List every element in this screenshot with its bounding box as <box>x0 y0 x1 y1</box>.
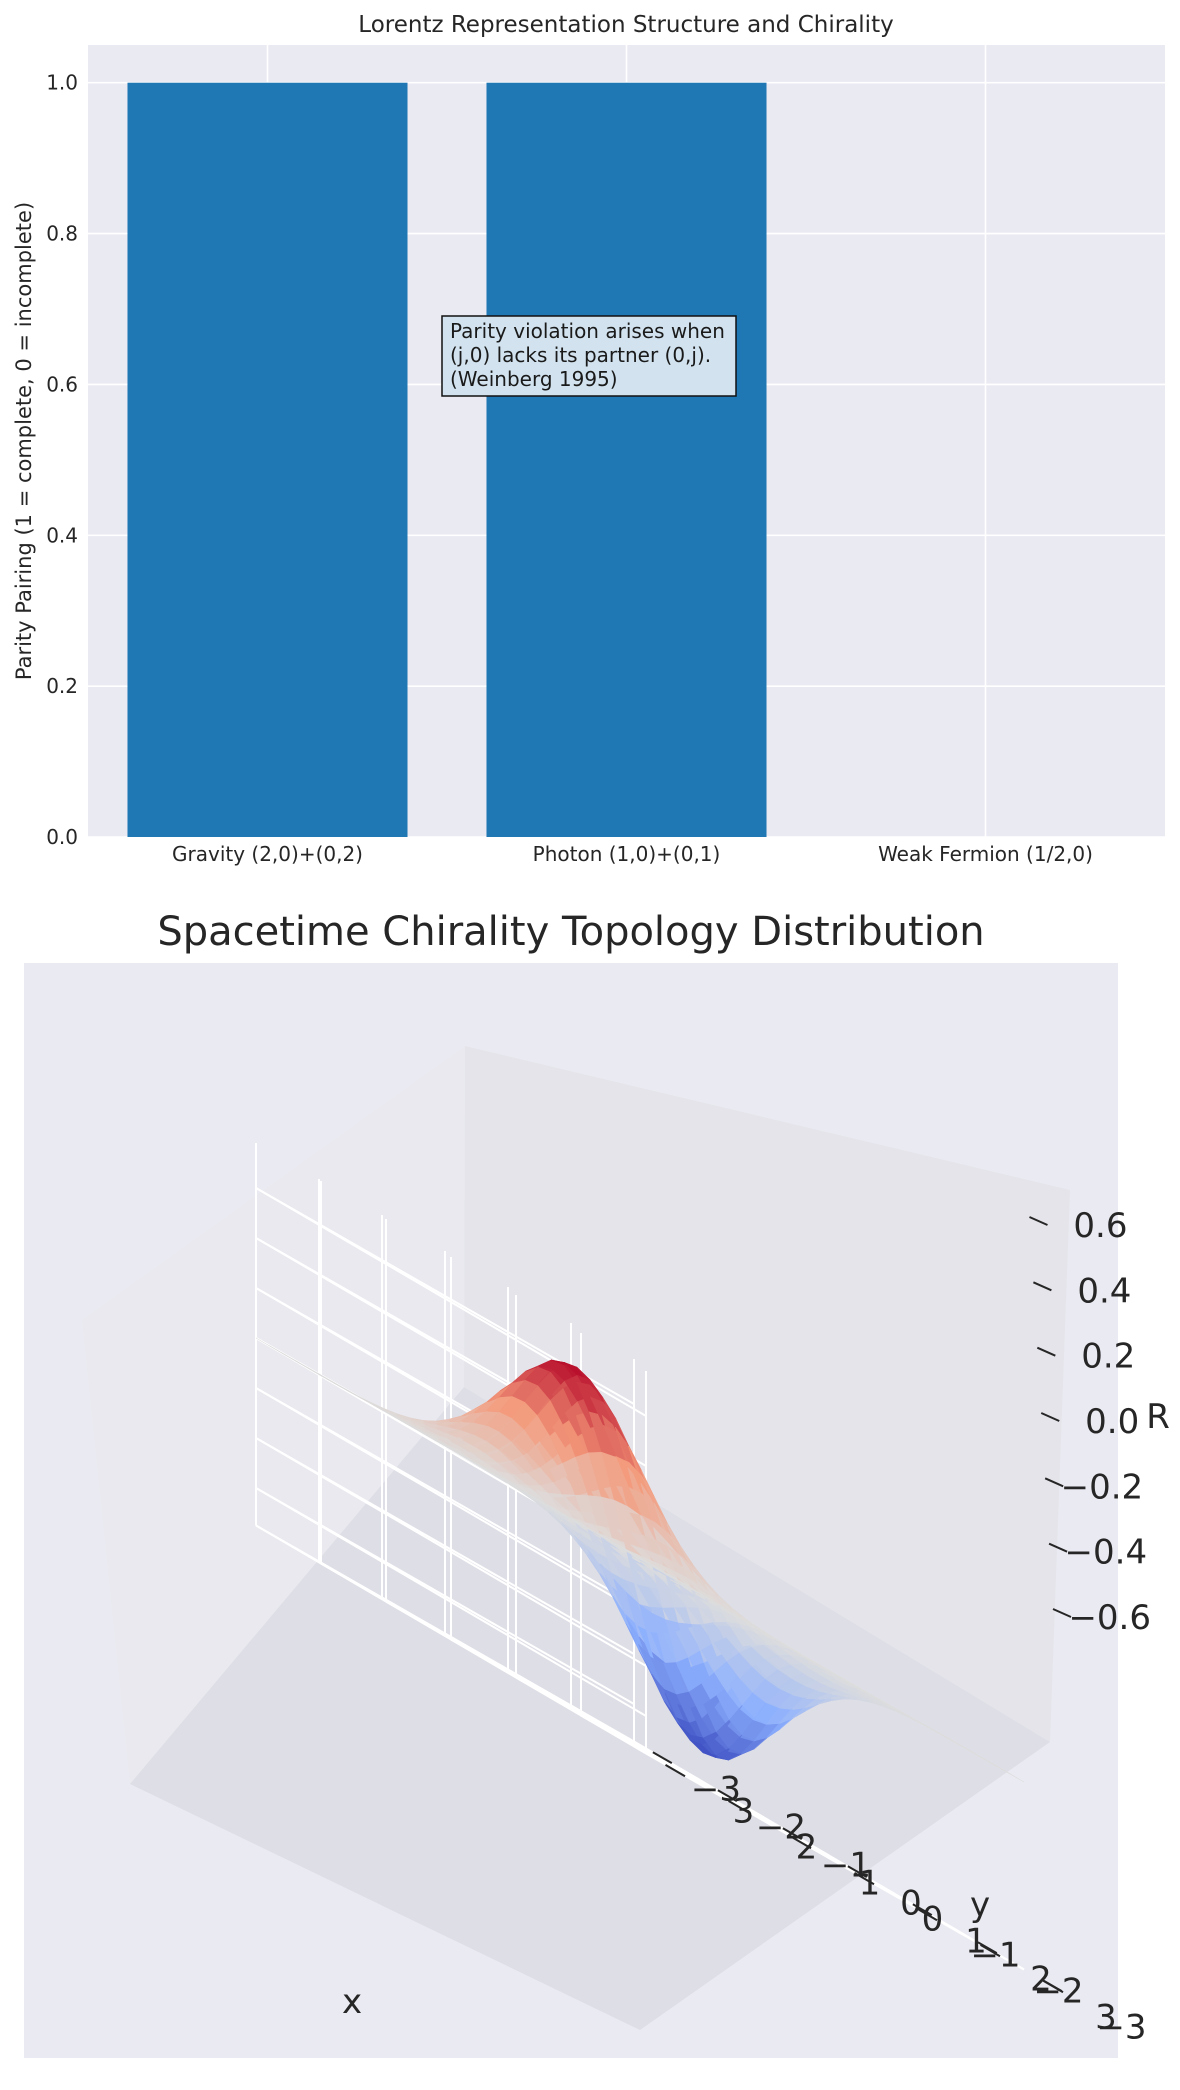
z-tick-mark <box>1040 1412 1060 1422</box>
surface-chart-title: Spacetime Chirality Topology Distributio… <box>157 909 984 955</box>
x-tick-label-3d: 3 <box>1095 1997 1117 2037</box>
back-pane-left <box>82 1046 465 1784</box>
bars <box>127 82 767 837</box>
annotation-line-3: (Weinberg 1995) <box>450 367 618 391</box>
y-tick-label-3d: −1 <box>970 1936 1020 1976</box>
z-tick-mark <box>1044 1477 1064 1488</box>
bar-chart-title: Lorentz Representation Structure and Chi… <box>358 12 893 38</box>
y-tick-mark <box>979 1944 1001 1958</box>
y-tick-mark <box>1042 1980 1064 1994</box>
z-tick-mark <box>1036 1346 1056 1357</box>
surface-mesh <box>255 1337 1025 1783</box>
x-tick-label: Weak Fermion (1/2,0) <box>878 842 1093 866</box>
annotation-background <box>441 315 737 397</box>
x-tick-labels: Gravity (2,0)+(0,2) Photon (1,0)+(0,1) Wea… <box>172 842 1093 866</box>
bar-chart: 0.0 0.2 0.4 0.6 0.8 1.0 Gravity (2,0)+(0,2) Ph… <box>12 12 1165 866</box>
x-axis-label: x <box>342 1982 362 2022</box>
y-axis-label: Parity Pairing (1 = complete, 0 = incomp… <box>12 202 36 680</box>
y-tick-label: 0.2 <box>46 674 78 698</box>
pane-gridline <box>255 1387 635 1605</box>
z-tick-label: 0.2 <box>1081 1337 1135 1377</box>
z-tick-label: 0.6 <box>1073 1206 1127 1246</box>
x-tick-mark <box>847 1865 868 1878</box>
z-tick-mark <box>1032 1281 1052 1292</box>
x-tick-label-3d: 2 <box>1030 1959 1052 1999</box>
axis-ticks: −3−2−10123−3−2−10123−0.6−0.4−0.20.00.20.… <box>652 1206 1151 2048</box>
y-tick-label-3d: 1 <box>859 1864 881 1904</box>
pane-gridline <box>255 1524 647 1755</box>
x-tick-label: Gravity (2,0)+(0,2) <box>172 842 363 866</box>
pane-gridline <box>255 1437 635 1655</box>
z-axis-label: R <box>1146 1397 1170 1437</box>
x-tick-mark <box>782 1827 803 1840</box>
surface-chart: −3−2−10123−3−2−10123−0.6−0.4−0.20.00.20.… <box>24 909 1170 2058</box>
y-tick-label-3d: 2 <box>796 1828 818 1868</box>
y-tick-label: 0.4 <box>46 523 78 547</box>
z-tick-mark <box>1029 1216 1048 1226</box>
y-tick-mark <box>853 1872 875 1886</box>
x-tick-label: Photon (1,0)+(0,1) <box>533 842 721 866</box>
z-tick-label: −0.6 <box>1068 1598 1151 1638</box>
pane-gridline <box>645 1752 1025 1971</box>
bar <box>486 82 767 837</box>
z-tick-label: 0.0 <box>1085 1402 1139 1442</box>
surface-facet <box>998 1766 1025 1783</box>
pane-gridline <box>255 1487 635 1705</box>
y-tick-mark <box>727 1800 749 1814</box>
y-tick-label-3d: 0 <box>922 1900 944 1940</box>
y-tick-mark <box>664 1764 686 1778</box>
x-tick-mark <box>912 1903 933 1916</box>
bar <box>127 82 408 837</box>
z-tick-label: −0.4 <box>1065 1533 1148 1573</box>
y-tick-label: 1.0 <box>46 71 78 95</box>
x-tick-label-3d: 1 <box>965 1921 987 1961</box>
y-tick-label-3d: −2 <box>1033 1972 1083 2012</box>
y-tick-label: 0.6 <box>46 372 78 396</box>
y-tick-mark <box>916 1908 938 1922</box>
x-tick-mark <box>652 1751 673 1764</box>
z-tick-mark <box>1052 1608 1072 1618</box>
back-pane-right <box>464 1046 1070 1742</box>
annotation-line-1: Parity violation arises when <box>450 319 725 343</box>
annotation-line-2: (j,0) lacks its partner (0,j). <box>450 343 711 367</box>
z-tick-mark <box>1048 1542 1068 1553</box>
y-tick-label: 0.8 <box>46 222 78 246</box>
z-tick-label: −0.2 <box>1061 1467 1144 1507</box>
y-axis-label-3d: y <box>970 1885 990 1925</box>
x-tick-label-3d: 0 <box>900 1883 922 1923</box>
y-tick-mark <box>790 1836 812 1850</box>
y-tick-label-3d: −3 <box>1096 2008 1146 2048</box>
annotation-box: Parity violation arises when (j,0) lacks… <box>441 315 737 397</box>
y-tick-label-3d: 3 <box>733 1792 755 1832</box>
z-tick-label: 0.4 <box>1077 1271 1131 1311</box>
y-tick-labels: 0.0 0.2 0.4 0.6 0.8 1.0 <box>46 71 78 849</box>
y-tick-label: 0.0 <box>46 825 78 849</box>
x-tick-mark <box>717 1789 738 1802</box>
